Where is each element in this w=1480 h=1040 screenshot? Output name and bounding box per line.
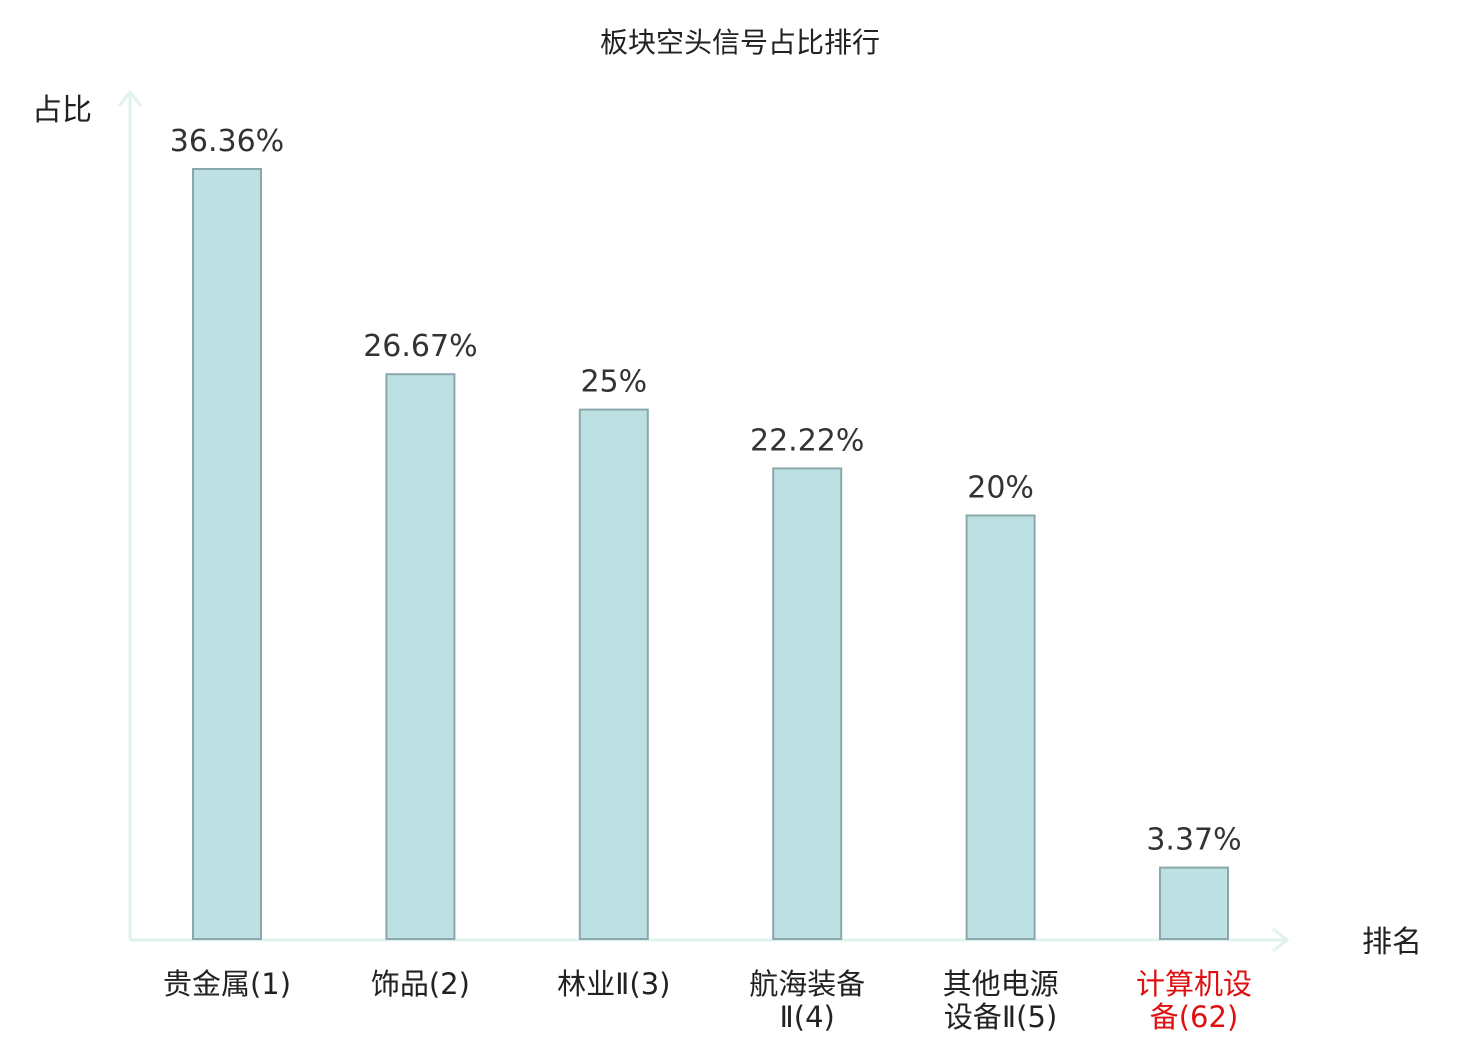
category-label-line: 贵金属(1)	[163, 967, 291, 1001]
y-axis-arrow	[117, 89, 143, 107]
category-label-2: 饰品(2)	[371, 967, 470, 1001]
x-axis-label: 排名	[1362, 925, 1422, 960]
category-label-line: 饰品(2)	[371, 967, 470, 1001]
y-axis-label: 占比	[32, 93, 92, 128]
bar-6	[1159, 866, 1229, 940]
category-label-6: 计算机设备(62)	[1136, 967, 1252, 1034]
value-label-6: 3.37%	[1146, 823, 1241, 858]
category-label-line: 计算机设	[1136, 967, 1252, 1001]
bar-4	[772, 467, 843, 940]
chart-title: 板块空头信号占比排行	[600, 26, 880, 59]
category-label-line: 其他电源	[943, 967, 1059, 1001]
category-label-line: 备(62)	[1150, 1000, 1239, 1034]
bar-2	[385, 373, 456, 940]
category-label-line: 设备Ⅱ(5)	[944, 1000, 1057, 1034]
x-axis-arrow	[1272, 927, 1290, 953]
bar-5	[965, 514, 1036, 940]
category-label-line: 航海装备	[749, 967, 865, 1001]
category-label-4: 航海装备 Ⅱ(4)	[749, 967, 865, 1034]
category-label-1: 贵金属(1)	[163, 967, 291, 1001]
category-label-5: 其他电源设备Ⅱ(5)	[943, 967, 1059, 1034]
category-label-3: 林业Ⅱ(3)	[557, 967, 670, 1001]
category-label-line: 林业Ⅱ(3)	[557, 967, 670, 1001]
value-label-4: 22.22%	[750, 423, 864, 458]
value-label-1: 36.36%	[170, 124, 284, 159]
category-label-line: Ⅱ(4)	[780, 1000, 835, 1034]
bar-1	[192, 168, 262, 940]
value-label-5: 20%	[967, 471, 1034, 506]
value-label-3: 25%	[580, 365, 647, 400]
value-label-2: 26.67%	[363, 329, 477, 364]
bar-3	[578, 408, 649, 941]
